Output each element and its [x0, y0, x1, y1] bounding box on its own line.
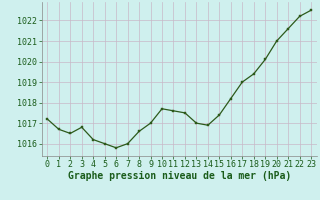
X-axis label: Graphe pression niveau de la mer (hPa): Graphe pression niveau de la mer (hPa): [68, 171, 291, 181]
